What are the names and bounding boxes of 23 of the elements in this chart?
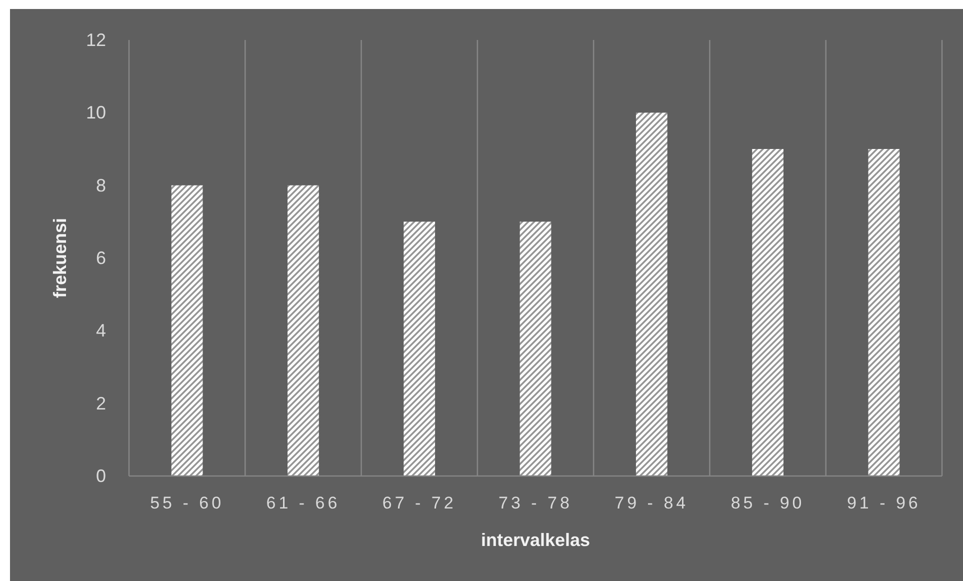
x-tick-label: 61 - 66 (266, 494, 340, 512)
bar (288, 185, 319, 476)
x-tick-label: 85 - 90 (730, 494, 805, 512)
y-tick-label: 6 (96, 248, 106, 268)
x-tick-label: 79 - 84 (614, 494, 689, 512)
x-tick-label: 91 - 96 (846, 494, 921, 512)
y-tick-label: 4 (96, 320, 106, 341)
bar (520, 222, 552, 476)
x-axis-title: intervalkelas (480, 530, 590, 550)
bar (752, 149, 784, 476)
bar (404, 222, 436, 476)
bar (171, 185, 203, 476)
y-tick-label: 0 (96, 466, 106, 486)
y-axis-title: frekuensi (50, 218, 70, 298)
y-tick-label: 12 (86, 30, 106, 50)
y-tick-label: 8 (96, 175, 106, 196)
x-tick-label: 67 - 72 (382, 494, 456, 512)
y-tick-label: 2 (96, 393, 106, 414)
bar (636, 112, 668, 476)
x-tick-label: 55 - 60 (150, 494, 224, 512)
x-tick-label: 73 - 78 (498, 494, 572, 512)
bar (868, 149, 900, 476)
y-tick-label: 10 (86, 102, 106, 123)
